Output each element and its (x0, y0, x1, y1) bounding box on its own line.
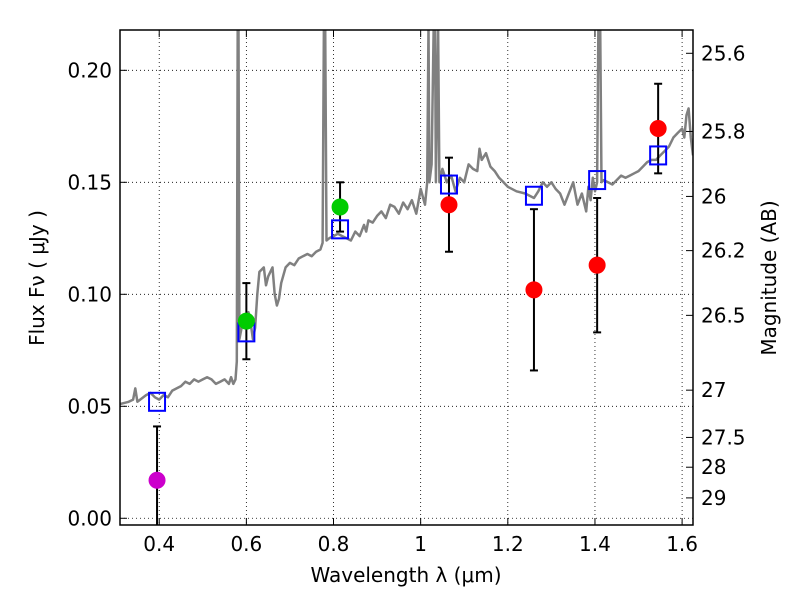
x-tick-label-1: 0.6 (230, 532, 262, 556)
observed-point-0 (148, 471, 166, 489)
ticks-layer: 0.4 0.6 0.8 1 1.2 1.4 1.6 0.00 0.05 0.10 0.15 0.20 2… (67, 30, 746, 556)
model-point-2 (331, 219, 350, 240)
right-tick-label-4: 26.5 (701, 303, 746, 327)
observed-point-2 (331, 198, 349, 216)
right-tick-label-1: 25.8 (701, 119, 746, 143)
right-tick-label-7: 28 (701, 455, 726, 479)
right-tick-label-5: 27 (701, 378, 726, 402)
right-tick-label-6: 27.5 (701, 425, 746, 449)
y-right-axis-label: Magnitude (AB) (757, 200, 781, 355)
y-tick-label-4: 0.20 (67, 58, 112, 82)
model-point-3 (439, 174, 458, 195)
spectrum-line (120, 30, 693, 406)
spectrum-layer (120, 30, 693, 406)
model-point-4 (524, 185, 543, 206)
right-tick-label-0: 25.6 (701, 41, 746, 65)
right-tick-label-2: 26 (701, 184, 726, 208)
model-point-6 (649, 145, 668, 166)
grid (120, 30, 693, 525)
x-axis-label: Wavelength λ (μm) (310, 563, 501, 587)
observed-point-4 (525, 281, 543, 299)
model-point-5 (588, 170, 607, 191)
observed-point-1 (237, 312, 255, 330)
observed-point-3 (440, 196, 458, 214)
y-tick-label-1: 0.05 (67, 394, 112, 418)
observed-point-6 (649, 120, 667, 138)
model-points-layer (148, 145, 668, 412)
x-tick-label-6: 1.6 (666, 532, 698, 556)
model-point-0 (148, 391, 167, 412)
x-tick-label-2: 0.8 (318, 532, 350, 556)
y-tick-label-2: 0.10 (67, 282, 112, 306)
observed-points-layer (148, 120, 667, 489)
right-tick-label-8: 29 (701, 486, 726, 510)
y-tick-label-3: 0.15 (67, 170, 112, 194)
x-tick-label-5: 1.4 (579, 532, 611, 556)
y-tick-label-0: 0.00 (67, 506, 112, 530)
right-tick-label-3: 26.2 (701, 239, 746, 263)
x-tick-label-3: 1 (414, 532, 427, 556)
observed-point-5 (588, 256, 606, 274)
x-tick-label-0: 0.4 (143, 532, 175, 556)
plot-frame (119, 29, 694, 526)
y-axis-label: Flux Fν ( μJy ) (25, 210, 49, 346)
x-tick-label-4: 1.2 (492, 532, 524, 556)
